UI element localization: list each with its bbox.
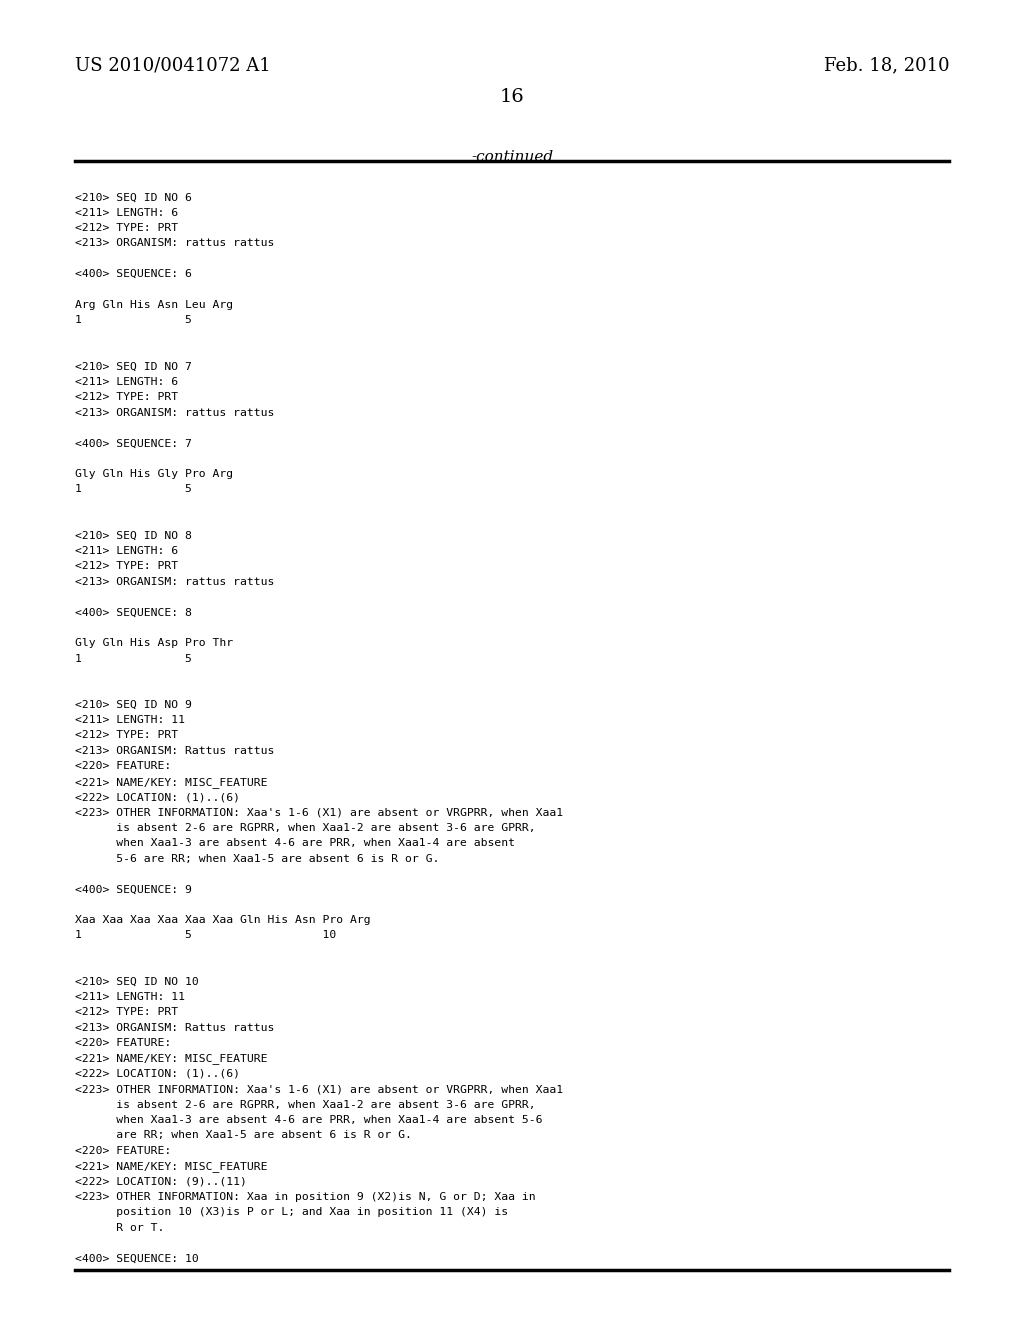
Text: <212> TYPE: PRT: <212> TYPE: PRT — [75, 561, 178, 572]
Text: <213> ORGANISM: rattus rattus: <213> ORGANISM: rattus rattus — [75, 577, 274, 586]
Text: <400> SEQUENCE: 7: <400> SEQUENCE: 7 — [75, 438, 191, 449]
Text: <221> NAME/KEY: MISC_FEATURE: <221> NAME/KEY: MISC_FEATURE — [75, 1053, 267, 1064]
Text: <210> SEQ ID NO 7: <210> SEQ ID NO 7 — [75, 362, 191, 371]
Text: is absent 2-6 are RGPRR, when Xaa1-2 are absent 3-6 are GPRR,: is absent 2-6 are RGPRR, when Xaa1-2 are… — [75, 1100, 536, 1110]
Text: <210> SEQ ID NO 9: <210> SEQ ID NO 9 — [75, 700, 191, 710]
Text: <211> LENGTH: 6: <211> LENGTH: 6 — [75, 546, 178, 556]
Text: Xaa Xaa Xaa Xaa Xaa Xaa Gln His Asn Pro Arg: Xaa Xaa Xaa Xaa Xaa Xaa Gln His Asn Pro … — [75, 915, 371, 925]
Text: <211> LENGTH: 6: <211> LENGTH: 6 — [75, 376, 178, 387]
Text: <223> OTHER INFORMATION: Xaa in position 9 (X2)is N, G or D; Xaa in: <223> OTHER INFORMATION: Xaa in position… — [75, 1192, 536, 1201]
Text: <211> LENGTH: 11: <211> LENGTH: 11 — [75, 715, 184, 725]
Text: Gly Gln His Gly Pro Arg: Gly Gln His Gly Pro Arg — [75, 469, 232, 479]
Text: <210> SEQ ID NO 10: <210> SEQ ID NO 10 — [75, 977, 199, 986]
Text: position 10 (X3)is P or L; and Xaa in position 11 (X4) is: position 10 (X3)is P or L; and Xaa in po… — [75, 1208, 508, 1217]
Text: 1               5: 1 5 — [75, 315, 191, 325]
Text: -continued: -continued — [471, 150, 553, 165]
Text: <211> LENGTH: 11: <211> LENGTH: 11 — [75, 991, 184, 1002]
Text: <212> TYPE: PRT: <212> TYPE: PRT — [75, 1007, 178, 1018]
Text: 16: 16 — [500, 88, 524, 107]
Text: <400> SEQUENCE: 9: <400> SEQUENCE: 9 — [75, 884, 191, 894]
Text: R or T.: R or T. — [75, 1222, 164, 1233]
Text: <222> LOCATION: (1)..(6): <222> LOCATION: (1)..(6) — [75, 1069, 240, 1078]
Text: <221> NAME/KEY: MISC_FEATURE: <221> NAME/KEY: MISC_FEATURE — [75, 1162, 267, 1172]
Text: <210> SEQ ID NO 8: <210> SEQ ID NO 8 — [75, 531, 191, 541]
Text: when Xaa1-3 are absent 4-6 are PRR, when Xaa1-4 are absent 5-6: when Xaa1-3 are absent 4-6 are PRR, when… — [75, 1115, 543, 1125]
Text: <213> ORGANISM: Rattus rattus: <213> ORGANISM: Rattus rattus — [75, 1023, 274, 1032]
Text: <222> LOCATION: (9)..(11): <222> LOCATION: (9)..(11) — [75, 1176, 247, 1187]
Text: <213> ORGANISM: Rattus rattus: <213> ORGANISM: Rattus rattus — [75, 746, 274, 756]
Text: <220> FEATURE:: <220> FEATURE: — [75, 1038, 171, 1048]
Text: <400> SEQUENCE: 6: <400> SEQUENCE: 6 — [75, 269, 191, 279]
Text: US 2010/0041072 A1: US 2010/0041072 A1 — [75, 57, 270, 75]
Text: <400> SEQUENCE: 10: <400> SEQUENCE: 10 — [75, 1254, 199, 1263]
Text: <223> OTHER INFORMATION: Xaa's 1-6 (X1) are absent or VRGPRR, when Xaa1: <223> OTHER INFORMATION: Xaa's 1-6 (X1) … — [75, 1084, 563, 1094]
Text: when Xaa1-3 are absent 4-6 are PRR, when Xaa1-4 are absent: when Xaa1-3 are absent 4-6 are PRR, when… — [75, 838, 515, 849]
Text: is absent 2-6 are RGPRR, when Xaa1-2 are absent 3-6 are GPRR,: is absent 2-6 are RGPRR, when Xaa1-2 are… — [75, 822, 536, 833]
Text: <223> OTHER INFORMATION: Xaa's 1-6 (X1) are absent or VRGPRR, when Xaa1: <223> OTHER INFORMATION: Xaa's 1-6 (X1) … — [75, 808, 563, 817]
Text: <220> FEATURE:: <220> FEATURE: — [75, 1146, 171, 1156]
Text: are RR; when Xaa1-5 are absent 6 is R or G.: are RR; when Xaa1-5 are absent 6 is R or… — [75, 1130, 412, 1140]
Text: Feb. 18, 2010: Feb. 18, 2010 — [823, 57, 949, 75]
Text: <222> LOCATION: (1)..(6): <222> LOCATION: (1)..(6) — [75, 792, 240, 803]
Text: <400> SEQUENCE: 8: <400> SEQUENCE: 8 — [75, 607, 191, 618]
Text: <212> TYPE: PRT: <212> TYPE: PRT — [75, 392, 178, 403]
Text: <220> FEATURE:: <220> FEATURE: — [75, 762, 171, 771]
Text: <213> ORGANISM: rattus rattus: <213> ORGANISM: rattus rattus — [75, 239, 274, 248]
Text: <210> SEQ ID NO 6: <210> SEQ ID NO 6 — [75, 193, 191, 202]
Text: 1               5: 1 5 — [75, 484, 191, 495]
Text: Arg Gln His Asn Leu Arg: Arg Gln His Asn Leu Arg — [75, 300, 232, 310]
Text: <213> ORGANISM: rattus rattus: <213> ORGANISM: rattus rattus — [75, 408, 274, 417]
Text: 1               5                   10: 1 5 10 — [75, 931, 336, 940]
Text: <211> LENGTH: 6: <211> LENGTH: 6 — [75, 207, 178, 218]
Text: 1               5: 1 5 — [75, 653, 191, 664]
Text: <221> NAME/KEY: MISC_FEATURE: <221> NAME/KEY: MISC_FEATURE — [75, 776, 267, 788]
Text: <212> TYPE: PRT: <212> TYPE: PRT — [75, 223, 178, 234]
Text: Gly Gln His Asp Pro Thr: Gly Gln His Asp Pro Thr — [75, 639, 232, 648]
Text: <212> TYPE: PRT: <212> TYPE: PRT — [75, 730, 178, 741]
Text: 5-6 are RR; when Xaa1-5 are absent 6 is R or G.: 5-6 are RR; when Xaa1-5 are absent 6 is … — [75, 854, 439, 863]
